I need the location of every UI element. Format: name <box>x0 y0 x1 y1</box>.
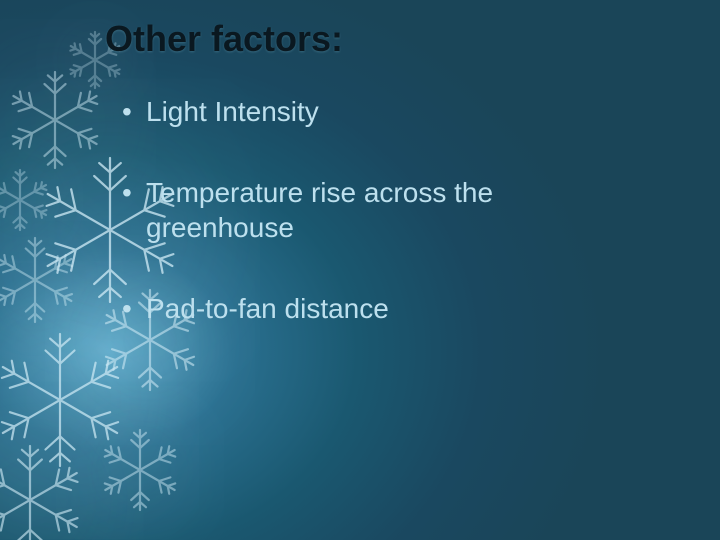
bullet-list: Light Intensity Temperature rise across … <box>118 94 578 326</box>
slide-title: Other factors: <box>105 18 343 60</box>
slide: Other factors: Light Intensity Temperatu… <box>0 0 720 540</box>
bullet-item: Temperature rise across the greenhouse <box>118 175 578 245</box>
bullet-item: Pad-to-fan distance <box>118 291 578 326</box>
bullet-item: Light Intensity <box>118 94 578 129</box>
